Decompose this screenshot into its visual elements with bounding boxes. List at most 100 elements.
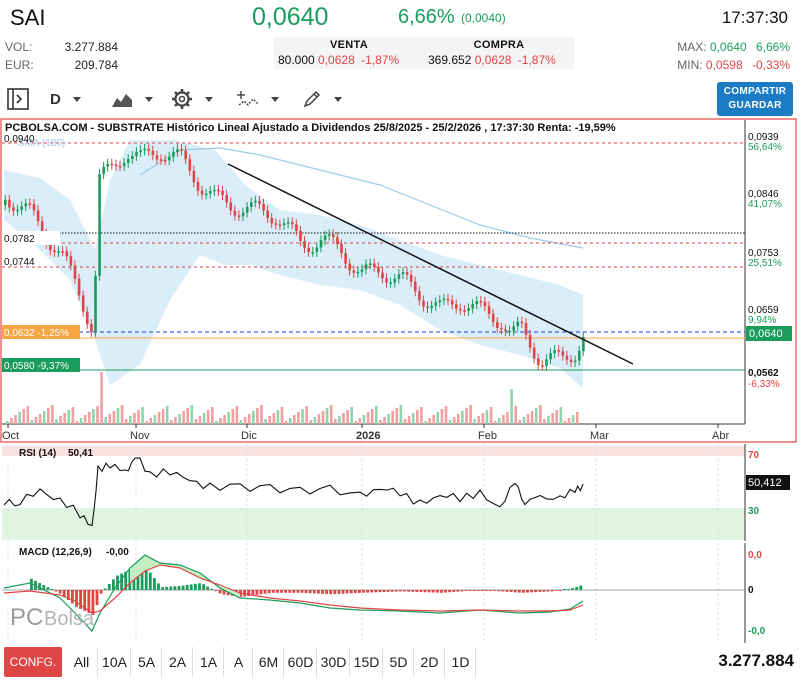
range-button-1a[interactable]: 1A <box>194 647 224 677</box>
watermark-pc: PC <box>10 604 43 631</box>
candle-body <box>131 155 134 159</box>
volume-bar <box>567 418 571 424</box>
max-row: MAX: 0,0640 6,66% <box>677 40 790 54</box>
volume-bar <box>133 413 136 424</box>
range-button-1d[interactable]: 1D <box>446 647 476 677</box>
candle-body <box>61 251 64 253</box>
sell-box[interactable]: VENTA 80.000 0,0628 -1,87% <box>274 37 424 69</box>
candle-body <box>73 265 77 279</box>
indicators-selector[interactable] <box>237 87 279 111</box>
range-button-15d[interactable]: 15D <box>351 647 383 677</box>
volume-bar <box>104 417 107 424</box>
candle-body <box>459 308 462 311</box>
range-button-6m[interactable]: 6M <box>254 647 284 677</box>
macd-panel[interactable]: MACD (12,26,9) -0,00 0,0 0 -0,0 PC Bolsa <box>0 543 797 643</box>
sell-label: VENTA <box>330 39 368 51</box>
share-save-button[interactable]: COMPARTIR GUARDAR <box>717 82 793 116</box>
range-button-30d[interactable]: 30D <box>318 647 350 677</box>
candle-body <box>532 347 536 359</box>
volume-bar <box>223 415 226 424</box>
candle-body <box>4 199 7 205</box>
min-value: 0,0598 <box>705 58 743 72</box>
macd-hist-bar <box>177 585 181 590</box>
settings-selector[interactable] <box>171 87 213 111</box>
macd-hist-bar <box>403 590 406 592</box>
candle-body <box>221 190 224 196</box>
macd-hist-bar <box>206 586 210 590</box>
macd-hist-bar <box>157 583 160 590</box>
candle-body <box>266 210 269 218</box>
macd-hist-bar <box>497 590 501 592</box>
macd-axis-top: 0,0 <box>748 550 762 561</box>
range-button-a[interactable]: A <box>225 647 253 677</box>
macd-hist-bar <box>124 571 128 590</box>
trend-line[interactable] <box>227 163 634 365</box>
macd-hist-bar <box>148 572 152 590</box>
candle-body <box>475 301 479 305</box>
range-button-60d[interactable]: 60D <box>285 647 317 677</box>
macd-hist-bar <box>427 590 431 593</box>
macd-hist-bar <box>481 590 484 591</box>
volume-bar <box>329 405 333 424</box>
volume-bar <box>38 414 42 424</box>
candle-body <box>344 253 347 264</box>
macd-hist-bar <box>452 590 456 592</box>
macd-hist-bar <box>509 590 513 593</box>
buy-box[interactable]: COMPRA 369.652 0,0628 -1,87% <box>424 37 574 69</box>
candle-body <box>299 230 302 242</box>
current-price-tag <box>746 326 792 341</box>
candle-body <box>172 152 175 157</box>
range-button-2a[interactable]: 2A <box>163 647 193 677</box>
candle-body <box>389 282 392 285</box>
drawing-tools-selector[interactable] <box>302 87 342 111</box>
volume-bar <box>539 405 542 424</box>
macd-hist-bar <box>54 590 58 592</box>
range-button-5d[interactable]: 5D <box>384 647 414 677</box>
sidebar-toggle-button[interactable] <box>6 87 30 111</box>
macd-hist-bar <box>308 590 312 594</box>
rsi-svg[interactable]: RSI (14) 50,41 70 30 50,412 <box>0 444 797 541</box>
range-button-all[interactable]: All <box>66 647 98 677</box>
volume-bar <box>276 410 280 424</box>
macd-hist-bar <box>485 590 488 591</box>
timeframe-selector[interactable]: D <box>50 87 81 111</box>
macd-hist-bar <box>349 590 353 594</box>
range-button-5a[interactable]: 5A <box>132 647 162 677</box>
macd-hist-bar <box>87 590 91 613</box>
macd-hist-bar <box>165 586 169 590</box>
candle-body <box>40 221 44 234</box>
volume-bar <box>112 411 116 424</box>
macd-hist-bar <box>517 590 521 593</box>
macd-hist-bar <box>271 590 275 593</box>
candle-body <box>557 350 561 352</box>
candle-body <box>524 323 528 335</box>
volume-bar <box>116 408 120 424</box>
chart-type-selector[interactable] <box>111 87 153 111</box>
macd-hist-bar <box>280 590 283 593</box>
rsi-panel[interactable]: RSI (14) 50,41 70 30 50,412 <box>0 444 797 541</box>
config-button[interactable]: CONFG. <box>4 647 62 677</box>
volume-bar <box>153 415 157 424</box>
candle-body <box>49 243 52 251</box>
price-chart-panel[interactable]: 0,0939 56,64% 0,0846 41,07% 0,0753 25,51% 0,06… <box>0 118 797 443</box>
volume-bar <box>67 410 71 424</box>
macd-hist-bar <box>210 588 214 590</box>
volume-value: 3.277.884 <box>64 40 118 54</box>
candle-body <box>12 207 15 211</box>
range-button-10a[interactable]: 10A <box>99 647 131 677</box>
candle-body <box>86 311 89 325</box>
volume-bar <box>395 408 399 424</box>
candlesticks[interactable] <box>4 143 585 371</box>
volume-bar <box>256 408 259 424</box>
volume-bar <box>42 411 46 424</box>
macd-hist-bar <box>440 590 443 593</box>
macd-svg[interactable]: MACD (12,26,9) -0,00 0,0 0 -0,0 PC Bolsa <box>0 543 797 643</box>
x-label-0: Oct <box>2 430 19 442</box>
macd-hist-bar <box>71 590 74 604</box>
volume-bar <box>264 419 267 424</box>
volume-bar <box>321 411 325 424</box>
macd-hist-bar <box>558 590 562 591</box>
range-button-2d[interactable]: 2D <box>415 647 445 677</box>
volume-bar <box>22 409 25 424</box>
